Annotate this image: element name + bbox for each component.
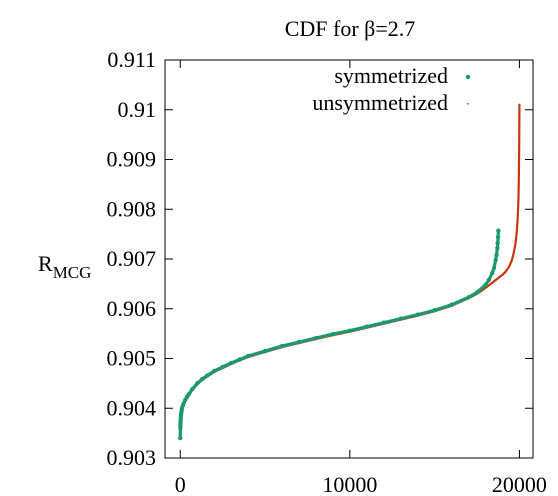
y-axis-label-main: R: [38, 251, 53, 276]
data-point-unsymmetrized: [511, 259, 513, 262]
data-point-symmetrized: [186, 392, 191, 397]
data-point-symmetrized: [496, 228, 501, 233]
data-point-symmetrized: [178, 435, 183, 441]
data-point-symmetrized: [381, 320, 386, 325]
data-point-symmetrized: [495, 245, 500, 251]
data-point-unsymmetrized: [493, 280, 495, 283]
data-point-symmetrized: [494, 252, 499, 258]
data-point-symmetrized: [296, 339, 302, 345]
data-point-unsymmetrized: [508, 265, 511, 268]
data-point-symmetrized: [237, 357, 242, 362]
y-axis-label: RMCG: [38, 251, 91, 282]
y-tick-label: 0.905: [107, 346, 157, 371]
data-point-symmetrized: [364, 324, 370, 329]
x-tick-label: 20000: [492, 472, 547, 496]
data-point-symmetrized: [493, 257, 498, 263]
data-point-unsymmetrized: [498, 276, 500, 279]
data-point-symmetrized: [432, 308, 437, 313]
data-point-symmetrized: [211, 368, 217, 374]
data-point-symmetrized: [495, 234, 501, 240]
y-axis-label-subscript: MCG: [53, 263, 92, 282]
legend-marker-symmetrized: [465, 74, 471, 80]
data-point-symmetrized: [228, 360, 234, 366]
data-point-symmetrized: [483, 282, 488, 288]
data-point-symmetrized: [449, 302, 454, 307]
data-point-symmetrized: [491, 265, 497, 271]
legend-label-symmetrized: symmetrized: [334, 63, 448, 88]
data-point-unsymmetrized: [512, 253, 515, 255]
data-point-symmetrized: [415, 312, 420, 317]
data-point-unsymmetrized: [516, 229, 518, 231]
data-point-symmetrized: [195, 381, 200, 386]
y-tick-label: 0.904: [107, 395, 157, 420]
data-point-symmetrized: [262, 348, 268, 354]
data-point-unsymmetrized: [516, 215, 519, 218]
legend-marker-unsymmetrized: [467, 103, 469, 105]
y-tick-label: 0.911: [107, 47, 156, 72]
data-point-symmetrized: [313, 335, 319, 341]
legend-label-unsymmetrized: unsymmetrized: [312, 90, 448, 115]
data-point-symmetrized: [495, 240, 500, 246]
data-point-symmetrized: [200, 376, 205, 382]
data-point-symmetrized: [486, 277, 492, 283]
series-line-symmetrized: [178, 229, 500, 440]
series-layer: [178, 103, 521, 441]
x-tick-label: 0: [175, 472, 186, 496]
x-axis: 0 10000 20000: [175, 60, 547, 496]
data-point-unsymmetrized: [517, 208, 519, 211]
data-point-symmetrized: [490, 270, 495, 276]
data-point-unsymmetrized: [517, 183, 520, 186]
data-point-unsymmetrized: [514, 244, 516, 246]
data-point-symmetrized: [466, 295, 471, 300]
data-point-unsymmetrized: [501, 274, 504, 276]
data-point-unsymmetrized: [518, 103, 521, 106]
data-point-symmetrized: [205, 373, 210, 378]
y-tick-label: 0.908: [107, 196, 157, 221]
y-tick-label: 0.909: [107, 147, 157, 172]
data-point-symmetrized: [245, 353, 251, 359]
data-point-symmetrized: [279, 343, 285, 349]
data-point-symmetrized: [347, 328, 353, 333]
series-line-unsymmetrized: [179, 103, 521, 425]
data-point-unsymmetrized: [505, 270, 507, 273]
legend: symmetrized unsymmetrized: [312, 63, 471, 115]
x-tick-label: 10000: [322, 472, 377, 496]
data-point-symmetrized: [189, 387, 195, 392]
data-point-unsymmetrized: [517, 191, 520, 193]
data-point-unsymmetrized: [518, 171, 520, 173]
data-point-unsymmetrized: [484, 287, 487, 289]
data-point-symmetrized: [474, 290, 480, 295]
data-point-symmetrized: [330, 331, 336, 337]
y-tick-label: 0.91: [118, 97, 157, 122]
data-point-unsymmetrized: [518, 133, 521, 136]
data-point-unsymmetrized: [515, 238, 517, 240]
data-point-symmetrized: [181, 401, 186, 406]
chart-title: CDF for β=2.7: [285, 16, 416, 41]
y-tick-label: 0.907: [107, 246, 157, 271]
data-point-symmetrized: [220, 364, 225, 370]
y-axis: 0.903 0.904 0.905 0.906 0.907 0.908 0.909 0.91 0…: [107, 47, 533, 470]
plot-frame: [164, 59, 534, 459]
y-tick-label: 0.903: [107, 445, 157, 470]
data-point-unsymmetrized: [516, 221, 519, 224]
data-point-unsymmetrized: [517, 198, 520, 201]
data-point-unsymmetrized: [518, 153, 520, 156]
y-tick-label: 0.906: [107, 296, 157, 321]
data-point-symmetrized: [398, 316, 403, 321]
